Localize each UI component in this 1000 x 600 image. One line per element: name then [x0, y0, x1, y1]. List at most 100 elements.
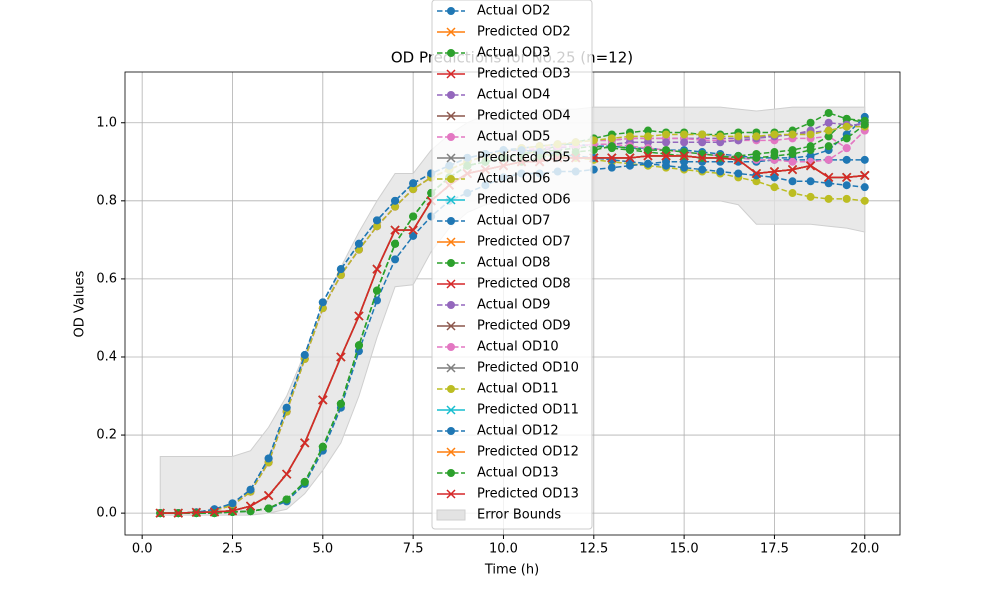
marker [300, 351, 309, 360]
legend-marker [447, 49, 455, 57]
marker [643, 138, 652, 147]
marker [390, 225, 400, 235]
legend: Actual OD2 Predicted OD2 Actual OD3 Predict… [431, 0, 593, 530]
legend-marker [446, 405, 456, 415]
marker [264, 454, 273, 463]
legend-marker [447, 217, 455, 225]
marker [209, 507, 219, 517]
marker [336, 352, 346, 362]
marker [228, 499, 237, 508]
y-axis-label: OD Values [73, 270, 88, 337]
legend-label: Predicted OD13 [477, 487, 579, 502]
marker [715, 153, 725, 163]
marker [733, 155, 743, 165]
marker [354, 341, 363, 350]
marker [391, 202, 400, 211]
marker [318, 442, 327, 451]
marker [391, 239, 400, 248]
marker [210, 509, 219, 518]
x-tick-label: 5.0 [312, 542, 333, 557]
legend-marker [447, 385, 455, 393]
marker [769, 167, 779, 177]
marker [734, 169, 743, 178]
marker [788, 177, 797, 186]
marker [770, 151, 779, 160]
marker [824, 179, 833, 188]
marker [409, 179, 418, 188]
legend-label: Actual OD3 [477, 46, 550, 61]
legend-key [436, 509, 466, 521]
marker [788, 149, 797, 158]
marker [264, 504, 273, 513]
marker [625, 132, 634, 141]
marker [282, 495, 291, 504]
marker [679, 151, 689, 161]
legend-marker [446, 237, 456, 247]
legend-marker [446, 279, 456, 289]
legend-label: Predicted OD10 [477, 361, 579, 376]
marker [607, 134, 616, 143]
legend-label: Actual OD12 [477, 424, 559, 439]
marker [336, 265, 345, 274]
marker [752, 153, 761, 162]
legend-label: Actual OD13 [477, 466, 559, 481]
legend-label: Predicted OD5 [477, 151, 571, 166]
legend-label: Actual OD5 [477, 130, 550, 145]
legend-frame [431, 0, 593, 530]
marker [227, 506, 238, 516]
legend-marker [446, 489, 456, 499]
marker [824, 172, 834, 182]
marker [842, 134, 851, 143]
legend-marker [447, 259, 455, 267]
marker [300, 477, 309, 486]
marker [282, 403, 291, 412]
marker [318, 298, 327, 307]
marker [806, 130, 815, 139]
legend-label: Predicted OD11 [477, 403, 579, 418]
legend-label: Predicted OD2 [477, 25, 571, 40]
legend-label: Actual OD6 [477, 172, 550, 187]
marker [860, 170, 870, 180]
marker [680, 157, 689, 166]
marker [842, 144, 851, 153]
marker [842, 155, 851, 164]
marker [191, 507, 201, 517]
line [160, 125, 865, 514]
marker [788, 189, 797, 198]
marker [842, 194, 851, 203]
marker [680, 163, 689, 172]
error-band [159, 106, 866, 516]
legend-label: Actual OD11 [477, 382, 559, 397]
marker [698, 130, 707, 139]
marker [643, 146, 652, 155]
marker [246, 501, 256, 511]
y-tick-label: 0.6 [96, 271, 117, 286]
marker [806, 192, 815, 201]
marker [625, 157, 634, 166]
marker [408, 225, 418, 235]
legend-label: Predicted OD4 [477, 109, 571, 124]
legend-label: Predicted OD9 [477, 319, 571, 334]
legend-label: Predicted OD6 [477, 193, 571, 208]
marker [680, 138, 689, 147]
marker [752, 177, 761, 186]
marker [680, 130, 689, 139]
legend-marker [446, 153, 456, 163]
marker [788, 130, 797, 139]
marker [373, 222, 382, 231]
marker [643, 126, 652, 135]
legend-marker [447, 91, 455, 99]
marker [625, 144, 634, 153]
x-tick-label: 10.0 [489, 542, 518, 557]
marker [643, 159, 652, 168]
legend-label: Actual OD2 [477, 4, 550, 19]
marker [824, 126, 833, 135]
marker [173, 508, 183, 518]
marker [354, 239, 363, 248]
legend-marker [447, 175, 455, 183]
legend-marker [446, 363, 456, 373]
marker [806, 177, 815, 186]
marker [409, 185, 418, 194]
marker [697, 153, 707, 163]
